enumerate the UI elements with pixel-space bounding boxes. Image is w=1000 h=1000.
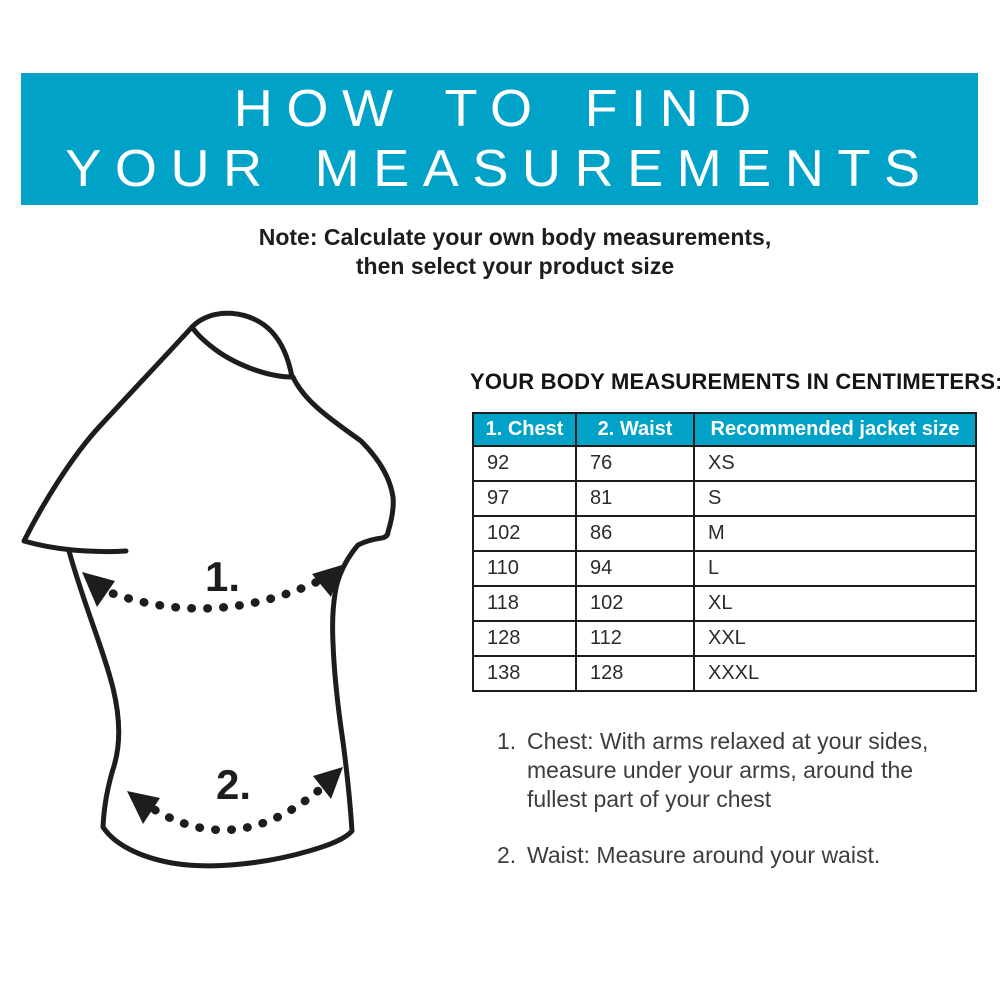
table-row: 102 86 M [472, 515, 977, 552]
table-cell: 86 [575, 515, 695, 552]
table-cell: 81 [575, 480, 695, 517]
table-cell: 92 [472, 445, 577, 482]
chest-arrow-left-icon [82, 572, 115, 607]
table-cell: 112 [575, 620, 695, 657]
table-cell: 118 [472, 585, 577, 622]
table-cell: 128 [575, 655, 695, 692]
table-cell: 76 [575, 445, 695, 482]
size-table-header-cell: Recommended jacket size [693, 412, 977, 447]
note-text: Note: Calculate your own body measuremen… [0, 223, 1000, 281]
table-cell: M [693, 515, 977, 552]
chest-number-label: 1. [205, 553, 240, 600]
size-table-body: 92 76 XS 97 81 S 102 86 M 110 94 L 118 102 XL 128 112 XXL… [472, 445, 977, 692]
size-table-header-cell: 2. Waist [575, 412, 695, 447]
instruction-number: 2. [497, 842, 517, 868]
size-table: 1. Chest 2. Waist Recommended jacket size … [472, 412, 977, 692]
instruction-item: 1. Chest: With arms relaxed at your sides… [497, 727, 957, 814]
body-outline [66, 374, 396, 869]
banner-title-line1: HOW TO FIND [233, 80, 766, 138]
table-cell: 110 [472, 550, 577, 587]
table-row: 138 128 XXXL [472, 655, 977, 692]
chest-arrow-right-icon [312, 565, 342, 597]
size-table-header-row: 1. Chest 2. Waist Recommended jacket size [472, 412, 977, 447]
table-cell: XXL [693, 620, 977, 657]
torso-diagram: 1. 2. [21, 310, 396, 869]
waist-number-label: 2. [216, 761, 251, 808]
table-cell: 102 [575, 585, 695, 622]
table-cell: XS [693, 445, 977, 482]
chest-measure-arc [93, 569, 338, 613]
instruction-text: Chest: With arms relaxed at your sides, … [527, 728, 929, 812]
waist-measure-arc [150, 780, 330, 835]
table-cell: XL [693, 585, 977, 622]
table-cell: S [693, 480, 977, 517]
table-row: 118 102 XL [472, 585, 977, 622]
table-cell: L [693, 550, 977, 587]
table-row: 97 81 S [472, 480, 977, 517]
table-cell: 97 [472, 480, 577, 517]
banner-title-line2: YOUR MEASUREMENTS [65, 140, 934, 198]
instruction-number: 1. [497, 728, 517, 754]
title-banner: HOW TO FIND YOUR MEASUREMENTS [21, 73, 978, 205]
waist-arrow-left-icon [127, 791, 160, 824]
table-row: 128 112 XXL [472, 620, 977, 657]
table-row: 110 94 L [472, 550, 977, 587]
instruction-item: 2. Waist: Measure around your waist. [497, 841, 957, 870]
note-line1: Note: Calculate your own body measuremen… [258, 224, 772, 250]
table-row: 92 76 XS [472, 445, 977, 482]
table-cell: 94 [575, 550, 695, 587]
table-cell: XXXL [693, 655, 977, 692]
instructions-list: 1. Chest: With arms relaxed at your sides… [497, 727, 957, 870]
left-shoulder-outline [21, 324, 195, 555]
neck-opening-outline [189, 310, 295, 380]
waist-arrow-right-icon [313, 767, 343, 799]
measurements-title: YOUR BODY MEASUREMENTS IN CENTIMETERS: [470, 369, 1000, 394]
table-cell: 138 [472, 655, 577, 692]
table-cell: 128 [472, 620, 577, 657]
table-cell: 102 [472, 515, 577, 552]
instruction-text: Waist: Measure around your waist. [527, 842, 881, 868]
size-table-header-cell: 1. Chest [472, 412, 577, 447]
note-line2: then select your product size [355, 253, 675, 279]
